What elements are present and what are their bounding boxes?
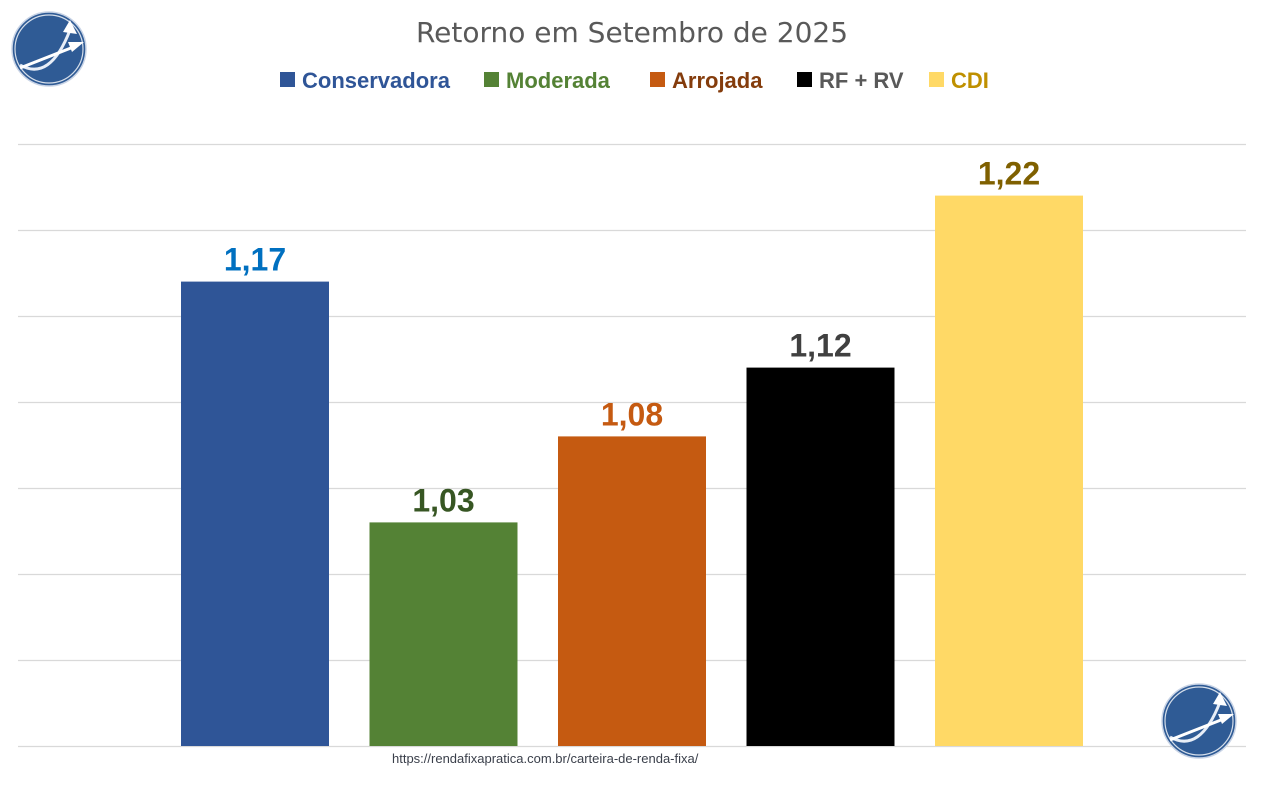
legend-label: Conservadora: [302, 68, 451, 93]
legend-item: Conservadora: [280, 68, 451, 93]
legend-item: RF + RV: [797, 68, 904, 93]
legend-swatch: [484, 72, 499, 87]
bar-cdi: [935, 195, 1083, 747]
legend-item: Arrojada: [650, 68, 763, 93]
growth-arrows-logo-icon: [1161, 683, 1237, 759]
legend: Conservadora Moderada Arrojada RF + RV CDI: [280, 68, 989, 93]
bar-arrojada: [558, 436, 706, 746]
bars: [181, 195, 1083, 747]
legend-item: CDI: [929, 68, 989, 93]
legend-label: Arrojada: [672, 68, 763, 93]
legend-swatch: [929, 72, 944, 87]
data-label: 1,22: [978, 156, 1040, 192]
logo-icon: [10, 10, 88, 93]
legend-swatch: [797, 72, 812, 87]
legend-label: RF + RV: [819, 68, 904, 93]
legend-swatch: [280, 72, 295, 87]
chart-title: Retorno em Setembro de 2025: [416, 16, 848, 49]
legend-item: Moderada: [484, 68, 611, 93]
bar-rf-rv: [746, 367, 895, 746]
bar-moderada: [369, 522, 518, 746]
legend-label: Moderada: [506, 68, 611, 93]
legend-label: CDI: [951, 68, 989, 93]
growth-arrows-logo-icon: [11, 11, 87, 87]
logo-icon-bottom: [1160, 682, 1238, 765]
data-label: 1,17: [224, 242, 286, 278]
bar-conservadora: [181, 281, 329, 746]
legend-swatch: [650, 72, 665, 87]
source-url[interactable]: https://rendafixapratica.com.br/carteira…: [392, 751, 699, 766]
data-label: 1,12: [789, 328, 851, 364]
data-label: 1,03: [412, 482, 474, 518]
data-label: 1,08: [601, 396, 663, 432]
data-labels: 1,17 1,03 1,08 1,12 1,22: [224, 156, 1040, 519]
